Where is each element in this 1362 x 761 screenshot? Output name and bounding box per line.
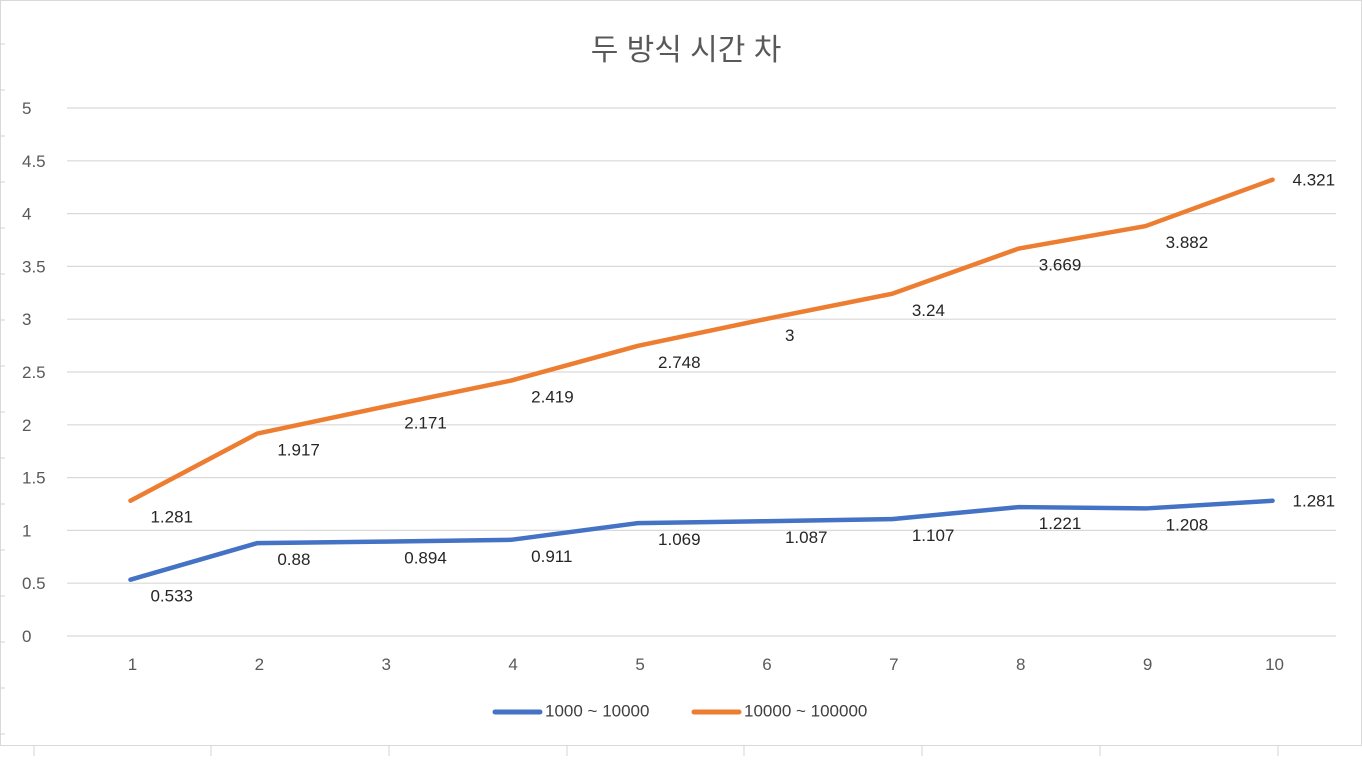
x-tick-label: 5 [635,655,644,674]
series-line-1 [128,498,1275,582]
data-label: 1.069 [658,530,701,549]
series-lines [128,177,1275,582]
data-label: 3.669 [1039,256,1082,275]
y-tick-label: 5 [22,99,31,118]
y-tick-label: 2.5 [22,363,46,382]
data-label: 3.882 [1166,233,1209,252]
gridlines [67,107,1336,637]
x-axis-tick-labels: 1 2 3 4 5 6 7 8 9 10 [128,655,1284,674]
y-tick-label: 4.5 [22,152,46,171]
y-tick-label: 2 [22,416,31,435]
data-label: 1.208 [1166,515,1209,534]
data-label: 1.221 [1039,514,1082,533]
y-tick-label: 3.5 [22,257,46,276]
spreadsheet-cell-borders [0,43,1279,756]
y-tick-label: 1 [22,521,31,540]
data-label: 1.281 [150,508,193,527]
data-labels: 0.533 0.88 0.894 0.911 1.069 1.087 1.107 1.221 1… [150,171,1335,606]
y-tick-label: 4 [22,205,31,224]
x-tick-label: 9 [1143,655,1152,674]
data-label: 0.911 [531,547,572,566]
legend: 1000 ~ 10000 10000 ~ 100000 [492,701,867,720]
data-label: 1.107 [912,526,955,545]
data-label: 1.281 [1293,492,1336,511]
y-tick-label: 0.5 [22,574,46,593]
legend-label-series-1: 1000 ~ 10000 [545,701,649,720]
series-line-2 [128,177,1275,503]
x-tick-label: 2 [255,655,264,674]
data-label: 3 [785,326,794,345]
x-tick-label: 8 [1016,655,1025,674]
x-tick-label: 10 [1265,655,1284,674]
x-tick-label: 4 [508,655,517,674]
data-label: 0.88 [277,550,310,569]
y-tick-label: 3 [22,310,31,329]
x-tick-label: 1 [128,655,137,674]
data-label: 0.533 [150,587,193,606]
y-tick-label: 1.5 [22,469,46,488]
data-label: 0.894 [404,549,447,568]
x-tick-label: 3 [382,655,391,674]
data-label: 1.917 [277,441,320,460]
data-label: 2.748 [658,353,701,372]
data-label: 1.087 [785,528,828,547]
data-label: 2.419 [531,388,574,407]
y-axis-tick-labels: 0 0.5 1 1.5 2 2.5 3 3.5 4 4.5 5 [22,99,46,646]
chart-title: 두 방식 시간 차 [591,34,782,67]
data-label: 2.171 [404,414,447,433]
legend-label-series-2: 10000 ~ 100000 [744,701,867,720]
data-label: 4.321 [1293,171,1336,190]
x-tick-label: 7 [889,655,898,674]
data-label: 3.24 [912,301,945,320]
x-tick-label: 6 [762,655,771,674]
y-tick-label: 0 [22,627,31,646]
